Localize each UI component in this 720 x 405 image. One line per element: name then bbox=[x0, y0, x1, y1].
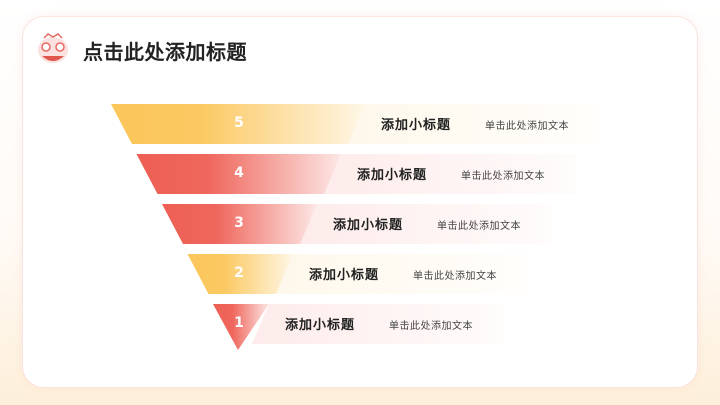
level-subtitle: 添加小标题 bbox=[309, 268, 380, 283]
level-subtitle: 添加小标题 bbox=[333, 218, 404, 233]
funnel-level-1 bbox=[213, 304, 269, 350]
level-subtitle: 添加小标题 bbox=[357, 168, 428, 183]
level-text-panel bbox=[300, 204, 552, 244]
level-text-panel bbox=[324, 154, 576, 194]
level-text-panel bbox=[348, 104, 600, 144]
funnel-level-5 bbox=[111, 104, 365, 144]
level-number: 4 bbox=[234, 165, 244, 181]
level-subtitle: 添加小标题 bbox=[285, 318, 356, 333]
level-text: 单击此处添加文本 bbox=[461, 171, 545, 182]
level-number: 3 bbox=[234, 215, 244, 231]
level-subtitle: 添加小标题 bbox=[381, 118, 452, 133]
level-text-panel bbox=[252, 304, 504, 344]
level-text: 单击此处添加文本 bbox=[413, 271, 497, 282]
funnel-level-2 bbox=[187, 254, 293, 294]
level-number: 5 bbox=[234, 115, 244, 131]
level-text-panel bbox=[276, 254, 528, 294]
level-number: 1 bbox=[234, 315, 244, 331]
level-number: 2 bbox=[234, 265, 244, 281]
page-title: 点击此处添加标题 bbox=[83, 40, 247, 64]
lion-dance-head-icon bbox=[38, 33, 68, 63]
level-text: 单击此处添加文本 bbox=[389, 321, 473, 332]
funnel-level-3 bbox=[162, 204, 317, 244]
level-text: 单击此处添加文本 bbox=[485, 121, 569, 132]
level-text: 单击此处添加文本 bbox=[437, 221, 521, 232]
funnel-level-4 bbox=[136, 154, 341, 194]
